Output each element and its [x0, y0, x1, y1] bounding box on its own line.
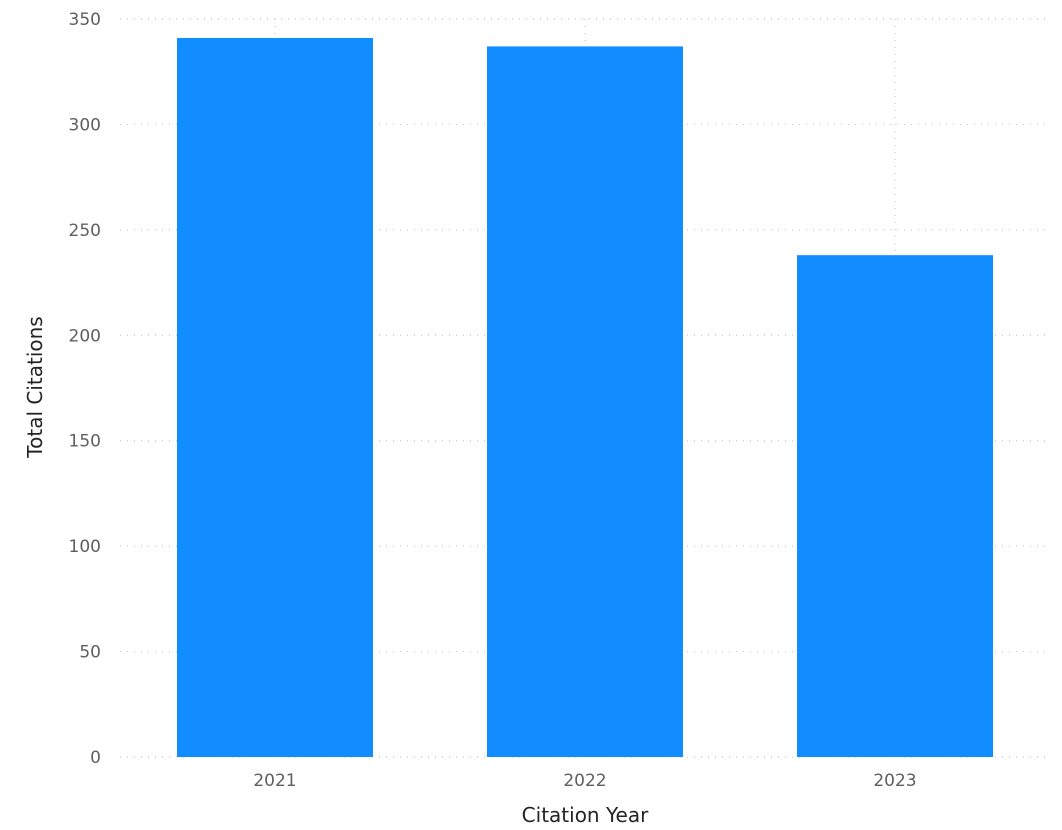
bars — [177, 37, 993, 757]
y-axis-title: Total Citations — [23, 316, 47, 458]
y-tick-label: 150 — [69, 432, 101, 452]
x-tick-label: 2021 — [253, 771, 296, 791]
bar-2022[interactable] — [487, 46, 683, 757]
y-tick-label: 50 — [79, 643, 101, 663]
bar-2023[interactable] — [797, 255, 993, 757]
y-tick-label: 200 — [69, 326, 101, 346]
x-tick-label: 2023 — [873, 771, 916, 791]
y-axis-ticks: 0 50 100 150 200 250 300 350 — [69, 10, 101, 768]
x-axis-ticks: 2021 2022 2023 — [253, 771, 916, 791]
bar-2021[interactable] — [177, 37, 373, 757]
y-tick-label: 300 — [69, 115, 101, 135]
y-tick-label: 0 — [90, 748, 101, 768]
y-tick-label: 350 — [69, 10, 101, 30]
x-axis-title: Citation Year — [522, 803, 649, 827]
x-tick-label: 2022 — [563, 771, 606, 791]
y-tick-label: 100 — [69, 537, 101, 557]
y-tick-label: 250 — [69, 221, 101, 241]
